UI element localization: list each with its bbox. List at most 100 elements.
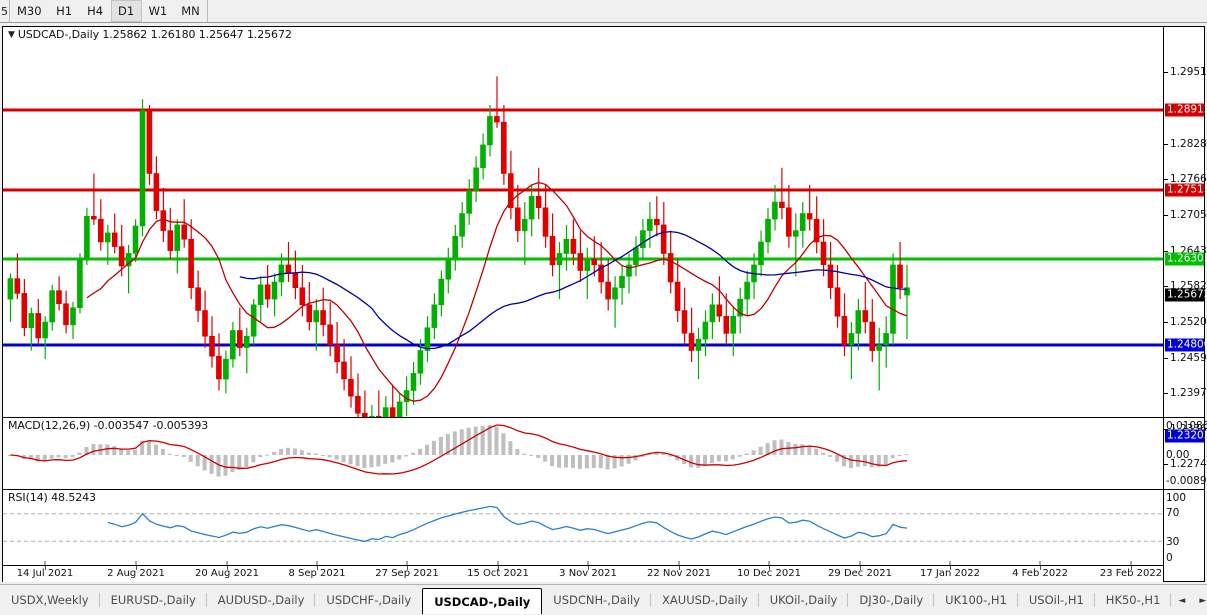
price-level-tag[interactable]: 1.24800 [1165,338,1207,352]
timeframe-w1[interactable]: W1 [148,4,168,18]
macd-bar [737,455,742,457]
timeframe-m30[interactable]: M30 [17,4,42,18]
macd-bar [890,455,895,459]
candle-body [765,218,771,243]
candle-body [264,284,271,300]
rsi-scale-label: 70 [1166,507,1180,519]
candle-body [556,253,563,266]
macd-bar [689,455,694,468]
price-scale[interactable]: 1.295101.282801.276651.270501.264351.258… [1163,27,1207,581]
ma-slow-line [239,230,908,350]
tab-scroll-controls[interactable]: ◄ ► [1171,590,1207,612]
candle-body [375,415,382,417]
tick-mark [1164,392,1168,394]
macd-bar [577,455,582,469]
timeframe-h1[interactable]: H1 [56,4,73,18]
candle-body [723,315,730,334]
macd-scale-label: 0.00 [1166,449,1190,461]
macd-bar [49,455,54,459]
time-tick-mark [498,566,499,570]
chart-tab-hk50-h1[interactable]: HK50-,H1 [1095,589,1172,611]
candle-body [716,304,723,317]
timeframe-d1[interactable]: D1 [110,0,142,22]
candle-body [535,196,542,209]
macd-bar [494,426,499,455]
rsi-scale: 100 70 30 0 [1164,489,1204,566]
tab-scroll-right-icon[interactable]: ► [1199,596,1207,606]
chart-tab-usdchf-daily[interactable]: USDCHF-,Daily [315,589,422,611]
candle-body [348,378,354,397]
macd-bar [584,455,589,469]
candle-body [633,247,639,266]
macd-histogram [8,425,909,477]
price-level-tag[interactable]: 1.27515 [1165,183,1207,197]
candle-body [341,361,347,380]
macd-bar [744,453,749,455]
macd-bar [411,452,416,455]
collapse-arrow-icon[interactable]: ▼ [8,30,15,40]
time-tick-mark [317,566,318,570]
chart-tab-label: UK100-,H1 [945,593,1007,607]
macd-signal-line [10,424,908,475]
chart-tab-usdcad-daily[interactable]: USDCAD-,Daily [422,588,543,614]
chart-tab-dj30-daily[interactable]: DJ30-,Daily [848,589,935,611]
macd-bar [619,455,624,467]
chart-tab-usdcnh-daily[interactable]: USDCNH-,Daily [542,589,652,611]
chart-tab-uk100-h1[interactable]: UK100-,H1 [934,589,1018,611]
tick-mark [1164,214,1168,216]
candle-body [313,310,320,323]
macd-bar [814,448,819,455]
tick-mark [1164,357,1168,359]
candle-body [702,321,709,340]
macd-bar [112,446,117,455]
macd-bar [487,425,492,455]
chart-tab-eurusd-daily[interactable]: EURUSD-,Daily [100,589,207,611]
macd-bar [703,455,707,466]
tab-separator [757,593,759,607]
candle-body [890,264,896,334]
macd-bar [272,451,277,455]
candle-body [174,224,180,251]
macd-bar [800,444,805,455]
price-tick: 1.29510 [1164,66,1207,78]
ma-fast-line [86,181,908,402]
time-tick-mark [1040,566,1041,570]
timeframe-h4[interactable]: H4 [87,4,104,18]
price-level-tag[interactable]: 1.28912 [1165,103,1207,117]
price-tick-label: 1.29510 [1170,66,1207,78]
chart-tab-usoil-h1[interactable]: USOil-,H1 [1018,589,1095,611]
time-tick-mark [45,566,46,570]
chart-tab-ukoil-daily[interactable]: UKOil-,Daily [759,589,849,611]
macd-bar [869,455,874,468]
timeframe-mn[interactable]: MN [181,4,200,18]
candle-body [653,218,660,226]
chart-tab-xauusd-daily[interactable]: XAUUSD-,Daily [651,589,759,611]
candle-body [230,330,236,360]
chart-tab-usdx-weekly[interactable]: USDX,Weekly [0,589,100,611]
tick-mark [1164,428,1168,430]
macd-bar [633,455,638,461]
tick-mark [1164,143,1168,145]
candle-body [63,303,69,326]
price-pane[interactable]: ▼ USDCAD-,Daily 1.25862 1.26180 1.25647 1… [3,27,1163,417]
rsi-pane[interactable]: RSI(14) 48.5243 [3,489,1163,566]
candle-body [111,232,118,247]
time-axis-label: 4 Feb 2022 [1012,568,1068,579]
macd-bar [828,455,833,457]
price-level-tag[interactable]: 1.25672 [1165,288,1207,302]
candle-body [695,338,702,351]
macd-bar [160,449,165,455]
tab-scroll-left-icon[interactable]: ◄ [1178,596,1186,606]
chart-tab-audusd-daily[interactable]: AUDUSD-,Daily [207,589,316,611]
candle-body [779,201,785,208]
time-axis-label: 22 Nov 2021 [646,568,712,579]
macd-pane[interactable]: MACD(12,26,9) -0.003547 -0.005393 [3,417,1163,490]
candle-body [243,335,250,348]
macd-bar [661,453,666,455]
price-tick: 1.28280 [1164,138,1207,150]
macd-bar [543,455,548,462]
macd-bar [188,455,193,462]
price-level-tag[interactable]: 1.23203 [1165,429,1207,443]
price-level-tag[interactable]: 1.26303 [1165,252,1207,266]
